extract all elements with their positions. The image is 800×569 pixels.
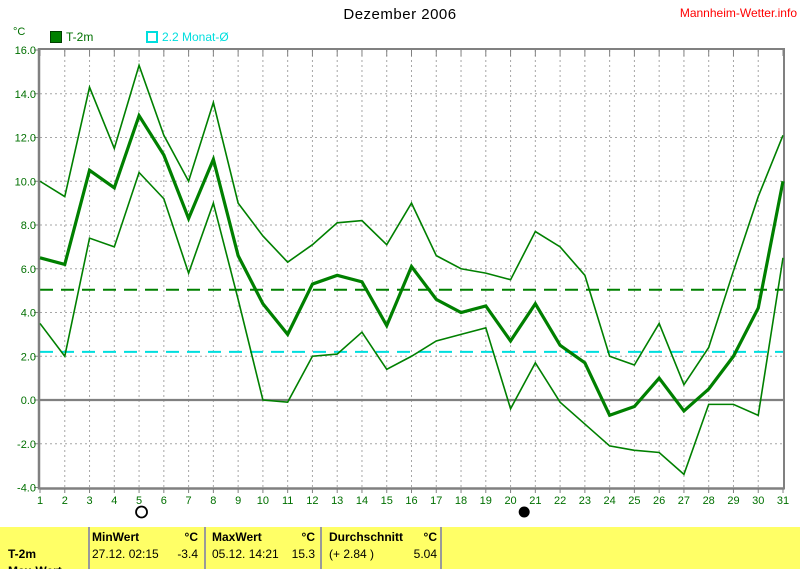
- x-tick-label: 20: [504, 495, 516, 507]
- y-tick-label: -2.0: [17, 439, 36, 451]
- t2m-legend-label: T-2m: [66, 30, 94, 44]
- x-tick-label: 9: [235, 495, 241, 507]
- durchschnitt-value: 5.04: [413, 547, 437, 561]
- page-title: Dezember 2006: [343, 6, 457, 23]
- site-link[interactable]: Mannheim-Wetter.info: [679, 6, 797, 20]
- minwert-header-label: MinWert: [92, 530, 140, 544]
- durchschnitt-values: (+ 2.84 ) 5.04: [329, 547, 437, 563]
- table-column-separator: [320, 527, 322, 569]
- maxwert-datetime: 05.12. 14:21: [212, 547, 279, 561]
- x-tick-label: 21: [529, 495, 541, 507]
- x-tick-label: 19: [480, 495, 492, 507]
- temperature-line-chart: 1 2 3 4 5 6 7 8 9 10 11 12 13 14 15 16 17 18 19 20 21 22 23 24 2…: [15, 45, 789, 519]
- x-tick-label: 28: [703, 495, 715, 507]
- sensor-row-label: T-2m: [8, 547, 84, 563]
- x-tick-label: 4: [111, 495, 117, 507]
- y-tick-label: 14.0: [15, 89, 36, 101]
- maxwert-values: 05.12. 14:21 15.3: [212, 547, 315, 563]
- durchschnitt-header-label: Durchschnitt: [329, 530, 404, 544]
- series-max: [39, 62, 784, 387]
- stats-table: MinWert °C MaxWert °C Durchschnitt °C T-…: [0, 527, 800, 569]
- x-tick-label: 14: [356, 495, 368, 507]
- y-tick-label: 8.0: [21, 220, 36, 232]
- x-tick-label: 6: [161, 495, 167, 507]
- monthly-average-legend-swatch: [146, 31, 158, 43]
- x-tick-label: 10: [257, 495, 269, 507]
- y-axis-unit-label: °C: [13, 26, 26, 38]
- durchschnitt-header: Durchschnitt °C: [329, 530, 437, 546]
- table-column-separator: [440, 527, 442, 569]
- minwert-value: -3.4: [177, 547, 198, 561]
- maxwert-header-label: MaxWert: [212, 530, 262, 544]
- t2m-legend-swatch: [50, 31, 62, 43]
- x-tick-label: 16: [405, 495, 417, 507]
- series-mean: [39, 111, 785, 418]
- x-tick-label: 11: [282, 495, 293, 507]
- durchschnitt-deviation: (+ 2.84 ): [329, 547, 375, 561]
- maxwert-header-unit: °C: [301, 530, 315, 544]
- x-tick-label: 8: [210, 495, 216, 507]
- x-tick-label: 27: [678, 495, 690, 507]
- x-tick-label: 22: [554, 495, 566, 507]
- x-tick-label: 15: [381, 495, 393, 507]
- x-tick-label: 7: [186, 495, 192, 507]
- x-tick-label: 26: [653, 495, 665, 507]
- y-tick-label: -4.0: [17, 483, 36, 495]
- maxwert-value: 15.3: [291, 547, 315, 561]
- x-tick-label: 12: [306, 495, 318, 507]
- durchschnitt-header-unit: °C: [423, 530, 437, 544]
- x-tick-label: 1: [37, 495, 43, 507]
- clipped-next-row-label: Max-Wert: [8, 564, 84, 569]
- monthly-average-legend-label: 2.2 Monat-Ø: [162, 30, 229, 44]
- maxwert-header: MaxWert °C: [212, 530, 315, 546]
- x-tick-label: 2: [62, 495, 68, 507]
- x-tick-label: 17: [430, 495, 442, 507]
- clipped-row-text: Max-Wert: [8, 564, 62, 569]
- minwert-values: 27.12. 02:15 -3.4: [92, 547, 198, 563]
- minwert-header: MinWert °C: [92, 530, 198, 546]
- x-tick-label: 23: [579, 495, 591, 507]
- x-tick-label: 30: [752, 495, 764, 507]
- full-moon-icon: [135, 505, 148, 519]
- y-tick-label: 4.0: [21, 308, 36, 320]
- x-tick-label: 5: [136, 495, 142, 507]
- y-tick-label: 16.0: [15, 45, 36, 57]
- y-tick-label: 6.0: [21, 264, 36, 276]
- table-column-separator: [204, 527, 206, 569]
- x-tick-label: 25: [628, 495, 640, 507]
- x-tick-label: 31: [777, 495, 789, 507]
- x-tick-label: 18: [455, 495, 467, 507]
- y-tick-label: 2.0: [21, 351, 36, 363]
- x-tick-label: 29: [727, 495, 739, 507]
- minwert-header-unit: °C: [184, 530, 198, 544]
- minwert-datetime: 27.12. 02:15: [92, 547, 159, 561]
- y-tick-label: 10.0: [15, 176, 36, 188]
- series-min: [39, 170, 784, 476]
- sensor-name: T-2m: [8, 547, 37, 561]
- y-tick-label: 12.0: [15, 133, 36, 145]
- y-tick-label: 0.0: [21, 395, 36, 407]
- table-column-separator: [88, 527, 90, 569]
- x-tick-label: 13: [331, 495, 343, 507]
- x-tick-label: 24: [604, 495, 616, 507]
- x-tick-label: 3: [86, 495, 92, 507]
- new-moon-icon: [518, 506, 530, 518]
